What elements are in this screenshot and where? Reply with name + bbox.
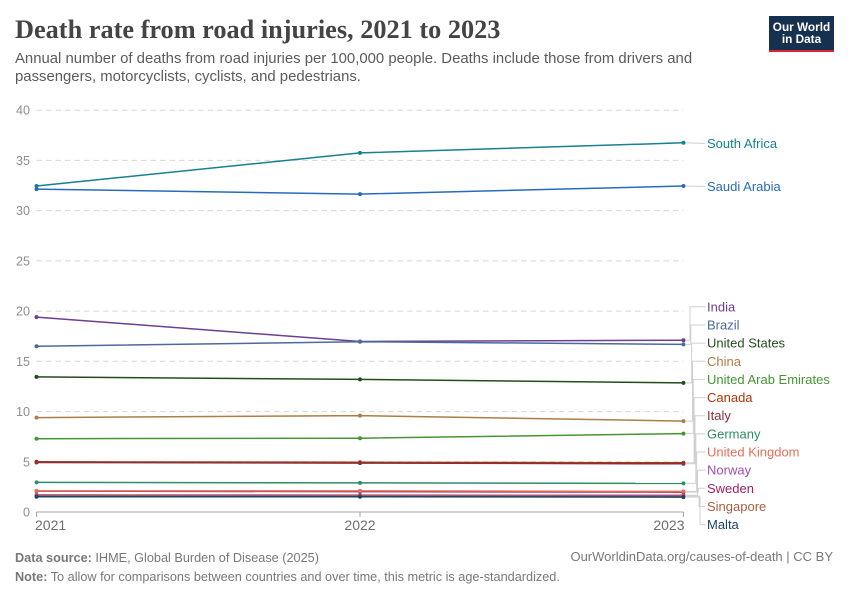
- svg-text:Germany: Germany: [707, 426, 761, 441]
- svg-text:United Kingdom: United Kingdom: [707, 445, 800, 460]
- svg-text:United Arab Emirates: United Arab Emirates: [707, 372, 830, 387]
- svg-text:Saudi Arabia: Saudi Arabia: [707, 179, 781, 194]
- svg-text:South Africa: South Africa: [707, 136, 778, 151]
- svg-text:Canada: Canada: [707, 390, 753, 405]
- svg-text:10: 10: [16, 405, 30, 419]
- svg-text:Sweden: Sweden: [707, 481, 754, 496]
- svg-text:India: India: [707, 299, 736, 314]
- svg-text:2023: 2023: [653, 517, 684, 533]
- svg-text:Malta: Malta: [707, 517, 740, 532]
- svg-text:Norway: Norway: [707, 463, 752, 478]
- svg-text:Singapore: Singapore: [707, 499, 766, 514]
- svg-text:0: 0: [23, 506, 30, 520]
- svg-text:20: 20: [16, 305, 30, 319]
- svg-text:China: China: [707, 354, 742, 369]
- svg-text:Brazil: Brazil: [707, 318, 740, 333]
- svg-text:25: 25: [16, 254, 30, 268]
- svg-text:Italy: Italy: [707, 408, 731, 423]
- svg-text:5: 5: [23, 455, 30, 469]
- svg-text:2021: 2021: [35, 517, 66, 533]
- svg-text:2022: 2022: [344, 517, 375, 533]
- svg-text:15: 15: [16, 355, 30, 369]
- svg-text:40: 40: [16, 104, 30, 118]
- svg-text:35: 35: [16, 154, 30, 168]
- svg-text:United States: United States: [707, 336, 786, 351]
- svg-text:30: 30: [16, 204, 30, 218]
